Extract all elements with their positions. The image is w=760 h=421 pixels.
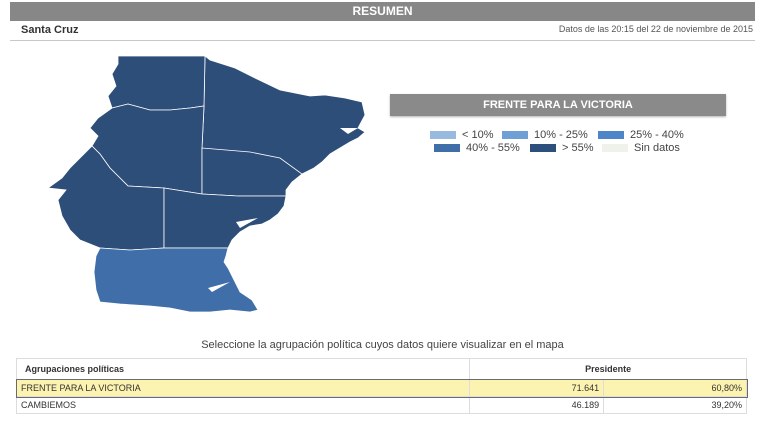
- party-votes: 71.641: [469, 379, 605, 397]
- department-map-svg: [46, 55, 366, 313]
- legend-swatch: [530, 143, 556, 152]
- legend-label: 40% - 55%: [466, 141, 520, 154]
- data-timestamp: Datos de las 20:15 del 22 de noviembre d…: [558, 24, 753, 34]
- legend-swatch: [430, 130, 456, 139]
- legend-item: < 10%: [430, 128, 502, 141]
- legend-swatch: [598, 130, 624, 139]
- department-lago-buenos-aires[interactable]: [107, 55, 206, 111]
- legend-item: Sin datos: [602, 141, 680, 154]
- party-name[interactable]: FRENTE PARA LA VICTORIA: [15, 379, 471, 397]
- legend-label: > 55%: [562, 141, 594, 154]
- coastal-inlet-central: [236, 218, 258, 228]
- legend-label: Sin datos: [634, 141, 680, 154]
- legend-item: 10% - 25%: [502, 128, 598, 141]
- department-lago-argentino[interactable]: [46, 145, 165, 251]
- legend-item: 40% - 55%: [434, 141, 530, 154]
- province-map: [40, 50, 370, 320]
- selected-party-title: FRENTE PARA LA VICTORIA: [483, 99, 633, 111]
- results-table: Agrupaciones políticas Presidente FRENTE…: [15, 358, 748, 414]
- summary-header: RESUMEN: [10, 2, 755, 21]
- legend-item: 25% - 40%: [598, 128, 684, 141]
- header-president: Presidente: [469, 358, 747, 380]
- party-percent: 39,20%: [603, 396, 747, 414]
- legend-label: 10% - 25%: [534, 128, 588, 141]
- region-name: Santa Cruz: [21, 24, 79, 36]
- table-header-row: Agrupaciones políticas Presidente: [15, 358, 747, 380]
- party-percent: 60,80%: [603, 379, 747, 397]
- party-name[interactable]: CAMBIEMOS: [15, 396, 471, 414]
- department-corpen-aike[interactable]: [163, 187, 287, 249]
- legend-row-1: < 10% 10% - 25% 25% - 40%: [430, 128, 700, 141]
- header-parties: Agrupaciones políticas: [15, 358, 471, 380]
- coastal-inlet-north: [340, 128, 358, 134]
- legend-swatch: [502, 130, 528, 139]
- select-party-instruction: Seleccione la agrupación política cuyos …: [201, 339, 564, 351]
- legend-swatch: [602, 143, 628, 152]
- selected-party-banner: FRENTE PARA LA VICTORIA: [390, 94, 726, 116]
- legend-label: < 10%: [462, 128, 494, 141]
- department-guer-aike[interactable]: [93, 247, 259, 313]
- legend-row-2: 40% - 55% > 55% Sin datos: [430, 141, 700, 154]
- summary-title: RESUMEN: [352, 4, 413, 18]
- legend-swatch: [434, 143, 460, 152]
- coastal-inlet-south: [208, 282, 230, 292]
- legend-label: 25% - 40%: [630, 128, 684, 141]
- party-votes: 46.189: [469, 396, 605, 414]
- table-row[interactable]: FRENTE PARA LA VICTORIA 71.641 60,80%: [15, 378, 748, 398]
- legend-item: > 55%: [530, 141, 602, 154]
- table-row[interactable]: CAMBIEMOS 46.189 39,20%: [15, 396, 747, 414]
- region-subheader: Santa Cruz Datos de las 20:15 del 22 de …: [10, 23, 755, 41]
- map-legend: < 10% 10% - 25% 25% - 40% 40% - 55% > 55…: [430, 128, 700, 154]
